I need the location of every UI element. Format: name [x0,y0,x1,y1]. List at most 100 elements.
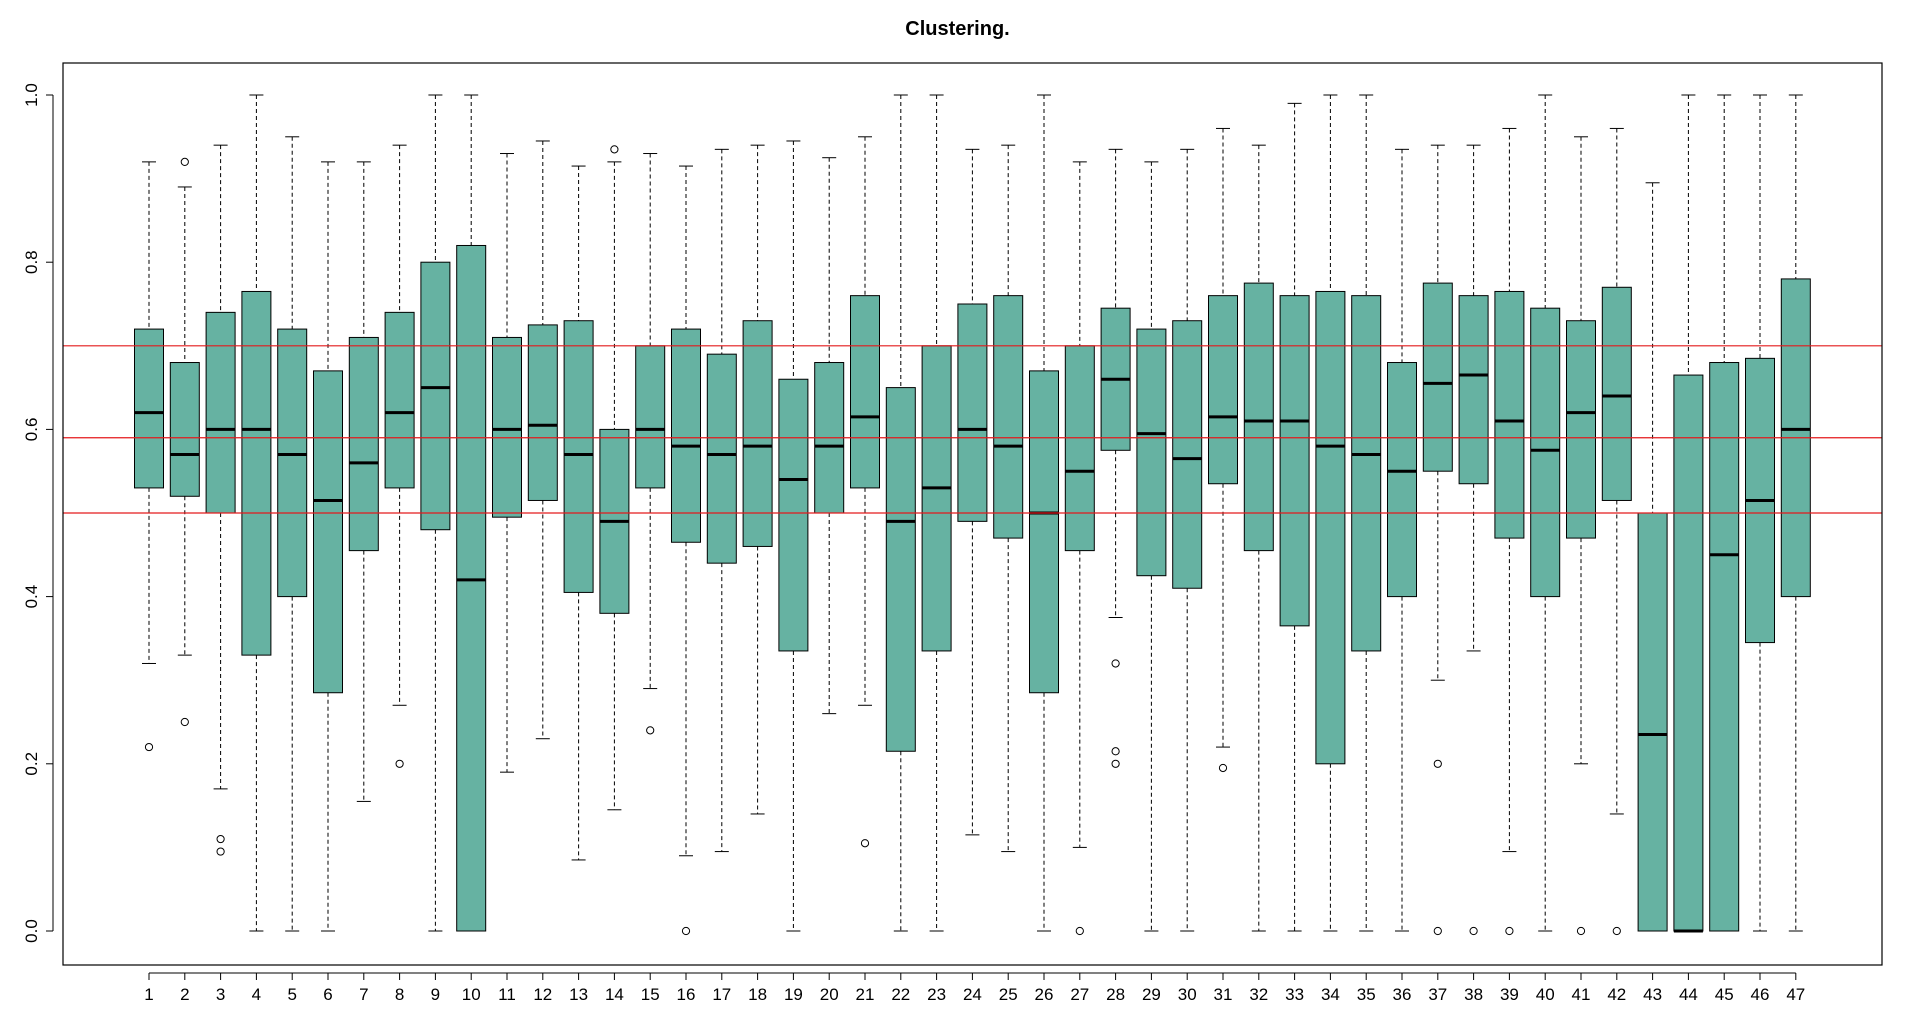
box-iqr [671,328,701,543]
box-iqr [957,303,988,522]
box-32 [1243,144,1274,932]
x-tick-label: 7 [359,985,368,1004]
x-tick-label: 22 [891,985,910,1004]
box-14 [599,145,630,811]
x-tick-label: 29 [1142,985,1161,1004]
box-iqr [348,336,379,552]
x-tick-label: 31 [1214,985,1233,1004]
x-tick-label: 11 [498,985,516,1004]
outlier-point [1505,926,1514,936]
box-iqr [706,353,737,564]
box-26 [1029,94,1059,932]
box-29 [1136,161,1167,932]
box-iqr [1136,328,1167,577]
box-iqr [1637,512,1668,932]
outlier-point [1576,926,1586,936]
x-tick-label: 44 [1679,985,1698,1004]
box-iqr [1458,295,1489,485]
box-iqr [277,328,308,598]
x-tick-label: 43 [1643,985,1662,1004]
x-tick-label: 46 [1751,985,1770,1004]
outlier-point [180,157,189,166]
outlier-point [1469,926,1478,936]
box-iqr [169,362,200,497]
box-iqr [420,261,451,531]
outlier-point [1111,659,1120,668]
box-19 [778,140,809,932]
outlier-point [1111,747,1120,756]
box-iqr [1709,362,1740,932]
x-tick-label: 15 [641,985,660,1004]
box-iqr [778,378,809,652]
box-23 [921,94,952,932]
box-37 [1422,144,1453,936]
box-40 [1530,94,1561,932]
box-iqr [1422,282,1453,472]
box-iqr [1029,370,1059,694]
outlier-point [1218,763,1228,773]
box-2 [169,157,200,727]
box-iqr [1315,290,1346,765]
box-iqr [993,295,1024,539]
x-tick-label: 33 [1285,985,1304,1004]
outlier-point [1612,926,1621,936]
box-iqr [1673,374,1704,932]
x-tick-label: 5 [287,985,296,1004]
outlier-point [1433,759,1442,768]
x-tick-label: 24 [963,985,982,1004]
box-iqr [527,324,558,501]
box-13 [563,165,594,861]
box-iqr [1208,295,1238,485]
box-42 [1601,127,1632,936]
x-tick-label: 30 [1178,985,1197,1004]
x-tick-label: 20 [820,985,839,1004]
x-tick-label: 47 [1786,985,1805,1004]
box-iqr [1601,286,1632,501]
x-tick-label: 27 [1070,985,1089,1004]
y-tick-label: 0.4 [22,585,41,609]
x-tick-label: 37 [1428,985,1447,1004]
box-iqr [456,244,487,932]
x-tick-label: 9 [431,985,440,1004]
box-46 [1745,94,1775,932]
outlier-point [216,847,225,856]
x-tick-label: 26 [1035,985,1054,1004]
outlier-point [610,145,619,154]
outlier-point [216,834,225,844]
x-tick-label: 28 [1106,985,1125,1004]
box-iqr [1530,307,1561,598]
box-15 [635,153,666,735]
x-tick-label: 38 [1464,985,1483,1004]
x-tick-label: 45 [1715,985,1734,1004]
box-28 [1100,148,1131,768]
box-iqr [921,345,952,652]
box-20 [814,157,845,715]
outlier-point [144,742,154,752]
box-21 [850,136,880,848]
box-41 [1566,136,1596,936]
box-iqr [850,295,880,489]
box-iqr [1566,320,1596,539]
box-8 [384,144,415,768]
box-34 [1315,94,1346,932]
box-16 [671,165,701,936]
box-iqr [1279,295,1310,627]
x-tick-label: 19 [784,985,803,1004]
x-tick-label: 13 [569,985,588,1004]
x-tick-label: 21 [856,985,875,1004]
x-tick-label: 35 [1357,985,1376,1004]
x-tick-label: 2 [180,985,189,1004]
box-5 [277,136,308,932]
box-iqr [635,345,666,489]
x-tick-label: 3 [216,985,225,1004]
y-tick-label: 1.0 [22,83,41,107]
box-17 [706,148,737,853]
box-12 [527,140,558,740]
box-iqr [313,370,343,694]
box-27 [1064,161,1095,936]
box-iqr [1064,345,1095,552]
plot-frame [62,62,1883,966]
box-31 [1208,127,1238,773]
outlier-point [1433,926,1442,936]
